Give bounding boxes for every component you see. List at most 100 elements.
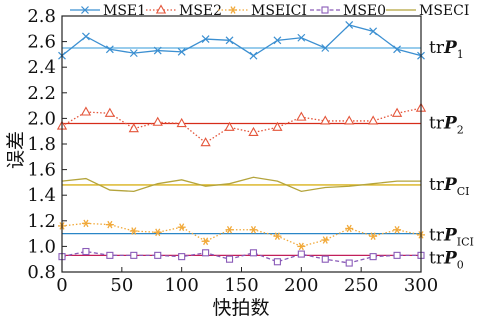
- reference-label-1: trP2: [429, 114, 464, 137]
- data-point-mse0: [130, 251, 138, 259]
- data-point-mse2: [104, 107, 116, 117]
- data-point-mse1: [225, 36, 234, 45]
- data-point-mseici: [321, 236, 330, 244]
- legend-item-mseici: MSEICI: [218, 3, 307, 19]
- y-tick-label: 0.8: [27, 262, 56, 283]
- data-point-mse1: [321, 44, 330, 52]
- series-line-mse0: [61, 250, 421, 264]
- data-point-mseici: [345, 224, 354, 233]
- data-point-mse0: [321, 255, 329, 263]
- y-tick-label: 2.8: [27, 6, 56, 27]
- data-point-mse0: [297, 250, 305, 258]
- data-point-mse0: [82, 247, 90, 256]
- data-point-mse1: [393, 45, 401, 54]
- data-point-mse2: [80, 106, 92, 116]
- data-point-mse0: [106, 251, 114, 259]
- legend-marker: [155, 4, 167, 14]
- data-point-mse2: [176, 117, 187, 128]
- data-point-mse1: [177, 47, 186, 56]
- x-tick-label: 50: [110, 275, 133, 296]
- x-tick-label: 0: [56, 275, 67, 296]
- data-point-mseici: [297, 242, 306, 251]
- data-point-mse0: [345, 259, 353, 267]
- data-point-mse1: [297, 33, 306, 42]
- data-point-mse1: [82, 32, 90, 41]
- data-point-mse1: [129, 49, 138, 58]
- data-point-mse2: [391, 107, 403, 117]
- reference-label-0: trP1: [429, 38, 464, 61]
- x-tick-label: 300: [404, 275, 438, 296]
- data-point-mse0: [249, 249, 258, 257]
- data-point-mse1: [153, 46, 162, 55]
- data-point-mseici: [81, 219, 90, 228]
- legend-item-mse1: MSE1: [70, 3, 146, 19]
- legend-label: MSEICI: [251, 3, 307, 19]
- legend-marker: [229, 6, 237, 14]
- data-point-mse0: [202, 249, 210, 257]
- data-point-mse2: [344, 115, 355, 125]
- data-point-mseici: [105, 220, 114, 229]
- y-tick-label: 1.0: [27, 236, 56, 257]
- data-point-mseici: [153, 228, 162, 237]
- data-point-mse1: [345, 21, 354, 29]
- data-point-mse2: [152, 116, 163, 126]
- x-tick-label: 250: [344, 275, 378, 296]
- y-tick-label: 2.0: [27, 108, 56, 129]
- series-line-mseci: [61, 176, 421, 193]
- data-point-mse1: [273, 36, 282, 45]
- series-line-mse2: [61, 107, 422, 144]
- data-point-mse2: [296, 111, 307, 121]
- data-point-mse0: [225, 255, 234, 263]
- y-axis-label: 误差: [5, 131, 27, 169]
- data-point-mse1: [249, 51, 258, 60]
- data-point-mseici: [201, 237, 210, 246]
- data-point-mse0: [369, 253, 377, 261]
- legend-item-mse0: MSE0: [310, 3, 386, 19]
- data-point-mse1: [369, 27, 378, 36]
- legend-label: MSE1: [103, 3, 146, 19]
- data-point-mse2: [248, 126, 259, 137]
- legend-label: MSECI: [419, 3, 469, 19]
- data-point-mseici: [225, 225, 234, 234]
- data-point-mseici: [273, 232, 282, 240]
- x-tick-label: 100: [164, 275, 198, 296]
- data-point-mse2: [272, 121, 283, 131]
- axes-layer: 0 50 100 150 200 250 300 0.8 1.0 1.2 1.4 1.6 1.8 2.0 2…: [27, 6, 438, 296]
- data-point-mse0: [393, 251, 401, 259]
- series-line-mse1: [61, 24, 422, 57]
- data-point-mse0: [154, 251, 162, 259]
- legend-label: MSE0: [343, 3, 386, 19]
- data-point-mse2: [320, 115, 331, 125]
- data-point-mseici: [129, 227, 138, 235]
- reference-lines-layer: [62, 47, 421, 257]
- reference-label-2: trPCI: [429, 175, 470, 198]
- data-point-mse2: [367, 115, 379, 125]
- y-tick-label: 1.6: [27, 160, 56, 181]
- legend-item-mse2: MSE2: [146, 3, 222, 19]
- legend-marker: [81, 6, 89, 14]
- legend: MSE1 MSE2 MSEICI MSE0 MSECI: [70, 3, 469, 19]
- data-point-mse1: [105, 45, 114, 54]
- reference-label-4: trP0: [429, 248, 464, 271]
- x-tick-label: 150: [224, 275, 258, 296]
- x-axis-label: 快拍数: [212, 297, 269, 319]
- y-tick-label: 2.4: [27, 57, 56, 78]
- data-point-mse2: [200, 137, 211, 147]
- y-tick-label: 1.4: [27, 185, 56, 206]
- x-tick-label: 200: [284, 275, 318, 296]
- data-point-mse0: [273, 258, 281, 266]
- data-point-mseici: [393, 225, 402, 234]
- legend-label: MSE2: [179, 3, 222, 19]
- legend-item-mseci: MSECI: [386, 3, 469, 19]
- data-point-mse2: [128, 123, 139, 133]
- data-point-mseici: [177, 223, 186, 231]
- legend-marker: [321, 6, 329, 14]
- data-point-mse2: [224, 121, 235, 131]
- data-point-mse1: [201, 35, 210, 43]
- series-line-mseici: [61, 222, 422, 248]
- y-tick-label: 2.2: [27, 83, 56, 104]
- y-tick-label: 1.8: [27, 134, 56, 155]
- reference-label-3: trPICI: [429, 226, 474, 249]
- data-point-mseici: [249, 225, 258, 234]
